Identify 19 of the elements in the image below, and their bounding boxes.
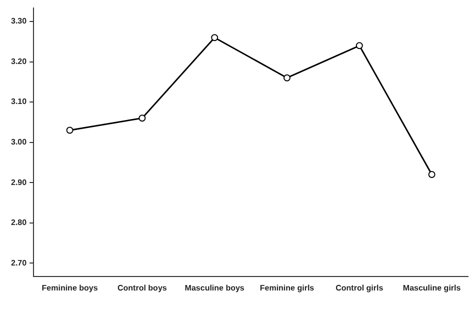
y-tick-label: 2.70 [10, 258, 28, 268]
y-tick-label: 2.80 [10, 218, 28, 228]
y-tick-label: 3.00 [10, 138, 28, 147]
x-tick-label: Masculine girls [402, 283, 462, 292]
x-tick-label: Control boys [118, 283, 168, 292]
point [211, 34, 218, 42]
point [428, 171, 436, 178]
point [283, 74, 290, 82]
y-tick-label: 2.90 [10, 178, 28, 187]
y-tick-label: 3.10 [10, 97, 28, 106]
point [356, 42, 363, 50]
x-tick-label: Masculine boys [184, 283, 245, 292]
point [66, 126, 74, 134]
x-tick-label: Control girls [336, 283, 384, 292]
point [138, 114, 146, 122]
y-tick-label: 3.20 [10, 56, 28, 66]
x-tick-label: Feminine boys [42, 283, 98, 292]
y-tick-label: 3.30 [10, 16, 28, 26]
x-tick-label: Feminine girls [260, 283, 315, 292]
